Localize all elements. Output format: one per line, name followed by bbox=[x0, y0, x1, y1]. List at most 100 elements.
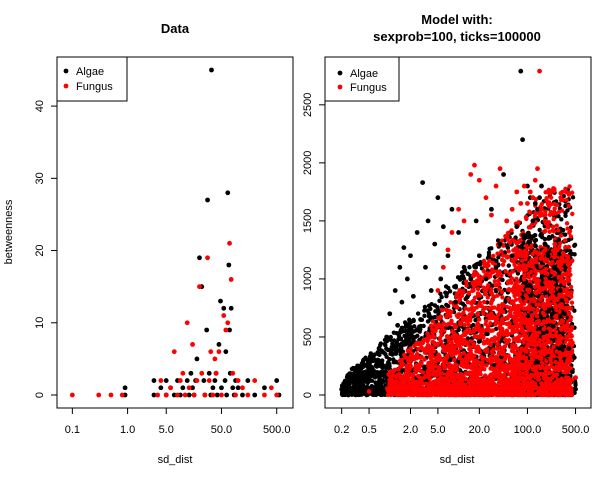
left-legend-algae-marker bbox=[63, 68, 69, 74]
right-subtitle: sexprob=100, ticks=100000 bbox=[373, 29, 541, 44]
fungus-point bbox=[444, 314, 449, 320]
fungus-point bbox=[558, 233, 564, 238]
fungus-point bbox=[427, 369, 432, 375]
algae-point bbox=[505, 245, 511, 250]
fungus-point bbox=[422, 347, 427, 352]
algae-point bbox=[224, 392, 230, 398]
fungus-point bbox=[480, 327, 485, 332]
fungus-point bbox=[502, 372, 507, 378]
fungus-point bbox=[507, 320, 512, 326]
fungus-point bbox=[191, 392, 197, 398]
fungus-point bbox=[479, 392, 484, 397]
algae-point bbox=[452, 284, 457, 289]
fungus-point bbox=[499, 348, 504, 354]
algae-point bbox=[500, 277, 505, 283]
fungus-point bbox=[558, 190, 563, 196]
fungus-point bbox=[504, 362, 509, 368]
fungus-point bbox=[563, 186, 568, 192]
algae-point bbox=[496, 255, 501, 260]
fungus-point bbox=[465, 299, 471, 305]
fungus-point bbox=[417, 375, 423, 381]
fungus-point bbox=[490, 253, 496, 259]
fungus-point bbox=[570, 258, 575, 263]
fungus-point bbox=[454, 367, 459, 372]
fungus-point bbox=[430, 363, 435, 368]
fungus-point bbox=[462, 363, 468, 368]
fungus-point bbox=[461, 332, 466, 338]
fungus-point bbox=[485, 358, 490, 363]
fungus-point bbox=[180, 370, 186, 376]
algae-point bbox=[206, 370, 212, 376]
fungus-point bbox=[388, 369, 393, 374]
algae-point bbox=[351, 371, 356, 376]
fungus-point bbox=[492, 305, 497, 310]
algae-point bbox=[408, 342, 413, 347]
fungus-point bbox=[399, 363, 405, 368]
fungus-point bbox=[199, 370, 205, 376]
fungus-point bbox=[404, 363, 410, 368]
fungus-point bbox=[502, 337, 508, 342]
fungus-point bbox=[490, 328, 496, 333]
fungus-point bbox=[488, 372, 493, 377]
fungus-point bbox=[566, 203, 572, 209]
fungus-point bbox=[475, 271, 480, 277]
fungus-point bbox=[486, 327, 491, 333]
fungus-point bbox=[499, 289, 505, 295]
algae-point bbox=[457, 277, 463, 282]
fungus-point bbox=[489, 270, 494, 275]
fungus-point bbox=[502, 344, 507, 349]
fungus-point bbox=[547, 229, 552, 234]
algae-point bbox=[398, 352, 403, 357]
left-x-axis: 0.1 1.0 5.0 50.0 500.0 bbox=[65, 408, 291, 436]
fungus-point bbox=[492, 367, 497, 372]
algae-point bbox=[227, 327, 232, 333]
fungus-point bbox=[485, 340, 490, 345]
left-xtick-label: 5.0 bbox=[159, 424, 174, 436]
fungus-point bbox=[465, 371, 471, 376]
fungus-point bbox=[458, 352, 463, 357]
fungus-point bbox=[466, 392, 472, 397]
fungus-point bbox=[461, 317, 466, 323]
fungus-point bbox=[385, 392, 391, 398]
left-xtick-label: 1.0 bbox=[120, 424, 135, 436]
right-xtick-label: 500.0 bbox=[562, 424, 590, 436]
fungus-point bbox=[514, 276, 519, 281]
left-xtick-label: 500.0 bbox=[263, 424, 291, 436]
fungus-point bbox=[503, 269, 508, 274]
algae-point bbox=[542, 236, 548, 242]
fungus-point bbox=[469, 301, 474, 306]
fungus-point bbox=[163, 392, 169, 398]
fungus-point bbox=[467, 379, 472, 385]
algae-point bbox=[368, 385, 373, 390]
fungus-point bbox=[425, 331, 430, 336]
fungus-point bbox=[560, 208, 565, 213]
fungus-point bbox=[268, 385, 274, 391]
fungus-point bbox=[235, 378, 241, 383]
fungus-point bbox=[491, 347, 496, 352]
fungus-point bbox=[440, 390, 445, 395]
fungus-point bbox=[535, 308, 541, 313]
algae-point bbox=[151, 378, 157, 383]
fungus-point bbox=[394, 390, 400, 395]
fungus-point bbox=[533, 211, 538, 216]
fungus-point bbox=[475, 334, 480, 339]
fungus-point bbox=[494, 346, 500, 351]
fungus-point bbox=[474, 349, 479, 354]
left-legend-algae-label: Algae bbox=[76, 66, 104, 78]
fungus-point bbox=[570, 211, 575, 217]
fungus-point bbox=[458, 312, 463, 317]
fungus-point bbox=[155, 392, 161, 398]
fungus-point bbox=[460, 358, 465, 363]
algae-point bbox=[345, 375, 351, 380]
fungus-point bbox=[413, 389, 418, 394]
fungus-point bbox=[493, 321, 498, 327]
fungus-point bbox=[480, 356, 486, 362]
fungus-point bbox=[481, 299, 487, 305]
fungus-point bbox=[483, 373, 488, 378]
fungus-point bbox=[482, 291, 488, 297]
fungus-point bbox=[233, 392, 238, 398]
fungus-point bbox=[396, 383, 401, 388]
algae-point bbox=[391, 359, 396, 365]
fungus-point bbox=[476, 303, 481, 309]
